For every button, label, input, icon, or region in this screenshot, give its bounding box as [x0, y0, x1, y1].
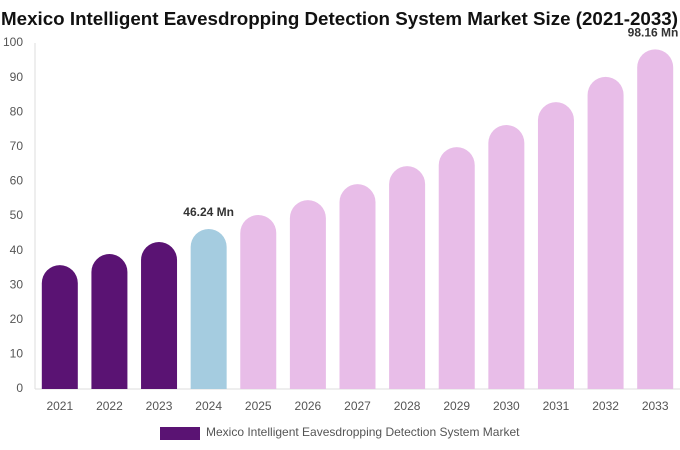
- data-label: 98.16 Mn: [628, 26, 679, 40]
- bar: [438, 147, 475, 389]
- y-tick-label: 100: [3, 35, 23, 49]
- x-tick-label: 2030: [493, 399, 520, 413]
- legend-swatch: [160, 427, 200, 440]
- x-tick-label: 2021: [46, 399, 73, 413]
- bar: [488, 125, 525, 390]
- y-tick-label: 20: [10, 312, 24, 326]
- data-label: 46.24 Mn: [183, 205, 234, 219]
- y-tick-label: 50: [10, 208, 24, 222]
- bar: [339, 184, 376, 389]
- x-tick-label: 2033: [642, 399, 669, 413]
- bar: [389, 166, 426, 389]
- bar: [141, 241, 178, 389]
- bar: [537, 102, 574, 389]
- y-tick-label: 40: [10, 243, 24, 257]
- x-tick-label: 2025: [245, 399, 272, 413]
- x-tick-label: 2027: [344, 399, 371, 413]
- bar: [240, 214, 277, 389]
- x-tick-label: 2026: [295, 399, 322, 413]
- bar: [637, 49, 674, 390]
- y-tick-label: 10: [10, 347, 24, 361]
- bar: [587, 76, 624, 390]
- bar: [289, 200, 326, 389]
- x-tick-label: 2028: [394, 399, 421, 413]
- bar: [41, 265, 78, 389]
- x-tick-label: 2032: [592, 399, 619, 413]
- y-tick-label: 60: [10, 174, 24, 188]
- y-tick-label: 0: [16, 381, 23, 395]
- y-tick-label: 90: [10, 70, 24, 84]
- y-tick-label: 30: [10, 277, 24, 291]
- x-tick-label: 2024: [195, 399, 222, 413]
- x-tick-label: 2023: [146, 399, 173, 413]
- y-tick-label: 80: [10, 104, 24, 118]
- legend-label: Mexico Intelligent Eavesdropping Detecti…: [206, 425, 520, 439]
- bar: [190, 229, 227, 389]
- chart-title: Mexico Intelligent Eavesdropping Detecti…: [1, 9, 678, 29]
- y-tick-label: 70: [10, 139, 24, 153]
- x-tick-label: 2029: [443, 399, 470, 413]
- bar: [91, 254, 128, 389]
- x-tick-label: 2022: [96, 399, 123, 413]
- x-tick-label: 2031: [543, 399, 570, 413]
